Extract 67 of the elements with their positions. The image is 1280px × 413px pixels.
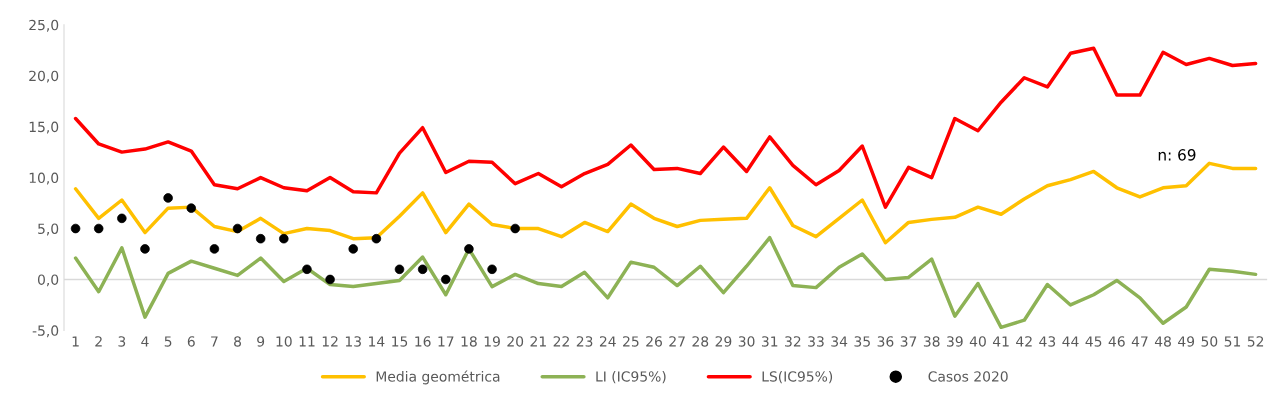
- x-tick-label: 7: [211, 336, 218, 347]
- x-tick-label: 31: [761, 336, 778, 347]
- x-tick-label: 29: [715, 336, 732, 347]
- annotation: n: 69: [1158, 149, 1196, 161]
- x-tick-label: 14: [369, 336, 385, 347]
- x-tick-label: 19: [484, 336, 500, 347]
- line-series: [73, 161, 1258, 245]
- x-tick-label: 13: [345, 336, 361, 347]
- x-tick-label: 38: [923, 336, 940, 347]
- x-tick-label: 49: [1178, 336, 1195, 347]
- x-tick-label: 1: [72, 336, 79, 347]
- x-tick-label: 3: [118, 336, 126, 347]
- x-tick-label: 2: [95, 336, 102, 347]
- x-tick-label: 37: [900, 336, 917, 347]
- x-tick-label: 21: [530, 336, 546, 347]
- x-tick-label: 33: [808, 336, 824, 347]
- x-tick-label: 23: [576, 336, 593, 347]
- x-tick-label: 39: [947, 336, 963, 347]
- x-tick-label: 24: [599, 336, 616, 347]
- x-tick-label: 20: [507, 336, 524, 347]
- x-tick-label: 6: [187, 336, 195, 347]
- x-tick-label: 50: [1201, 336, 1218, 347]
- x-tick-label: 32: [785, 336, 801, 347]
- x-tick-label: 46: [1108, 336, 1125, 347]
- legend-label: Casos 2020: [928, 371, 1008, 382]
- x-tick-label: 48: [1154, 336, 1171, 347]
- x-tick-label: 22: [553, 336, 569, 347]
- x-tick-label: 9: [257, 336, 265, 347]
- x-tick-label: 26: [646, 336, 662, 347]
- x-tick-label: 42: [1016, 336, 1032, 347]
- line-series: [73, 235, 1258, 330]
- x-tick-label: 8: [234, 336, 242, 347]
- x-tick-label: 5: [164, 336, 172, 347]
- y-tick-label: -5,0: [32, 325, 59, 338]
- x-tick-label: 36: [877, 336, 894, 347]
- x-tick-label: 43: [1039, 336, 1056, 347]
- legend-label: Media geométrica: [376, 370, 500, 385]
- x-tick-label: 15: [392, 336, 408, 347]
- line-series: [73, 46, 1258, 209]
- x-tick-label: 30: [738, 336, 755, 347]
- x-tick-label: 16: [415, 336, 431, 347]
- y-tick-label: 0,0: [37, 274, 59, 287]
- x-tick-label: 35: [854, 336, 870, 347]
- x-tick-label: 41: [992, 336, 1009, 347]
- y-tick-label: 10,0: [29, 172, 59, 185]
- y-tick-label: 5,0: [38, 223, 59, 236]
- x-tick-label: 4: [141, 336, 149, 347]
- x-tick-label: 10: [276, 336, 292, 347]
- x-tick-label: 12: [322, 336, 338, 347]
- x-tick-label: 34: [831, 336, 848, 347]
- y-tick-label: 20,0: [29, 70, 59, 83]
- x-tick-label: 17: [438, 336, 454, 347]
- x-tick-label: 44: [1062, 336, 1079, 347]
- x-tick-label: 40: [969, 336, 986, 347]
- legend-label: LI (IC95%): [596, 370, 666, 384]
- x-tick-label: 45: [1085, 336, 1102, 347]
- x-tick-label: 11: [299, 336, 315, 347]
- x-tick-label: 25: [623, 336, 639, 347]
- x-tick-label: 27: [669, 336, 685, 347]
- x-tick-label: 18: [461, 336, 477, 347]
- x-tick-label: 47: [1131, 336, 1148, 347]
- x-tick-label: 52: [1247, 336, 1264, 347]
- x-tick-label: 28: [692, 336, 709, 347]
- y-tick-label: 25,0: [29, 19, 59, 32]
- legend-label: LS(IC95%): [762, 370, 833, 384]
- y-tick-label: 15,0: [29, 121, 59, 134]
- x-tick-label: 51: [1224, 336, 1241, 347]
